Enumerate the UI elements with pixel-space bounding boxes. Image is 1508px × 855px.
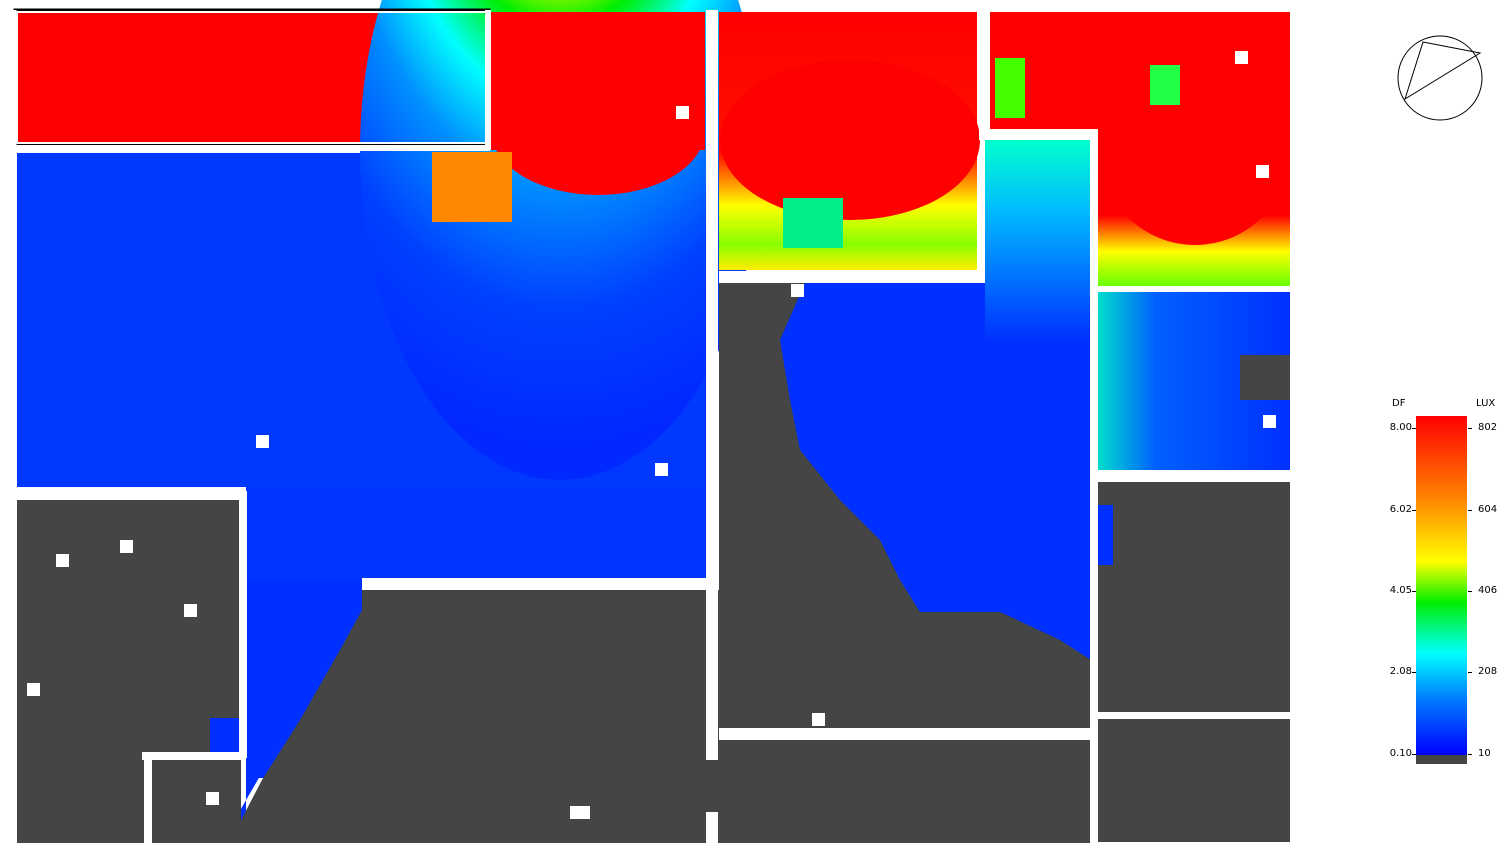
legend-no-data-swatch — [1416, 755, 1467, 764]
room-middle-lit — [780, 283, 1091, 660]
legend-df-tick: 8.00 — [1389, 422, 1412, 433]
legend-lux-tick: 208 — [1478, 666, 1498, 677]
room-east-lower — [1098, 482, 1290, 712]
walls — [13, 8, 1294, 847]
legend-df-tick: 0.10 — [1389, 748, 1412, 759]
room-south-east — [1098, 719, 1290, 842]
legend-lux-tick: 802 — [1478, 422, 1498, 433]
legend-lux-tick: 604 — [1478, 504, 1498, 515]
legend-lux-header: LUX — [1476, 398, 1496, 409]
daylight-floor-plan — [13, 0, 1294, 847]
legend-df-tick: 6.02 — [1389, 504, 1412, 515]
legend-lux-tick: 10 — [1478, 748, 1491, 759]
legend-lux-tick: 406 — [1478, 585, 1498, 596]
legend-df-header: DF — [1392, 398, 1406, 409]
legend-color-bar — [1416, 416, 1467, 755]
north-compass-icon — [1397, 35, 1483, 121]
legend-df-tick: 2.08 — [1389, 666, 1412, 677]
sensor-points — [27, 51, 1276, 819]
room-south-center — [228, 590, 706, 845]
legend-df-tick: 4.05 — [1389, 585, 1412, 596]
